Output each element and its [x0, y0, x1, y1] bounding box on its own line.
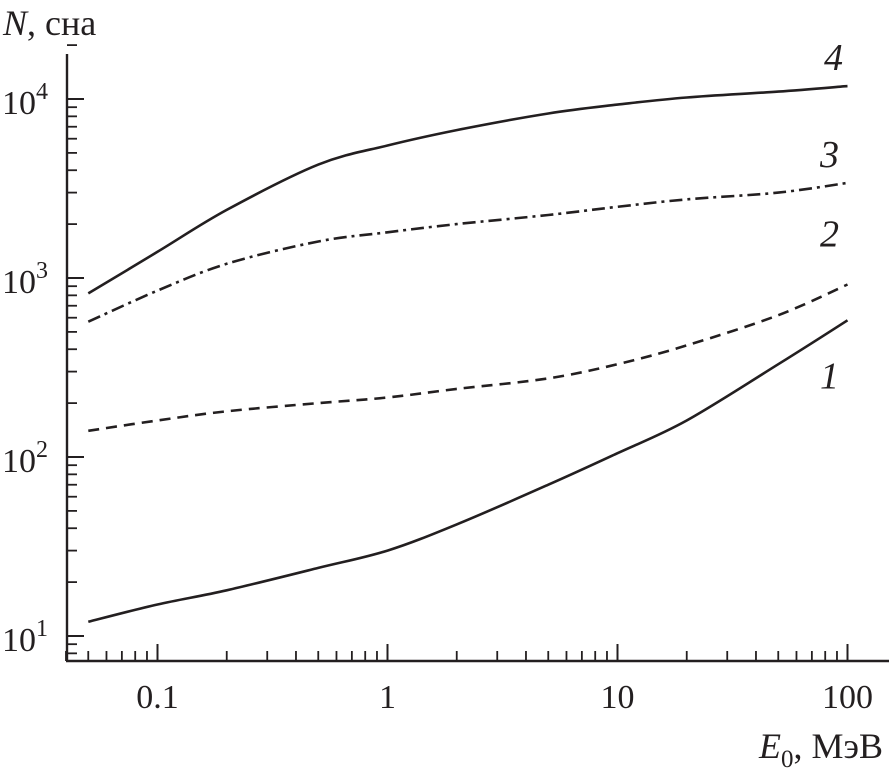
x-tick-label: 1: [379, 679, 396, 716]
axes: [65, 54, 889, 663]
y-tick-label: 102: [2, 437, 48, 480]
series-4-line: [87, 84, 848, 295]
x-tick-label: 10: [601, 679, 635, 716]
y-tick-label: 103: [2, 258, 48, 301]
series-2-line: [88, 283, 849, 433]
series-lines: [87, 84, 849, 624]
y-axis-label: N, сна: [2, 3, 96, 43]
series-1-line: [87, 319, 849, 624]
series-4-label: 4: [824, 37, 843, 79]
x-tick-label: 100: [822, 679, 873, 716]
series-labels: 1 2 3 4: [819, 37, 843, 397]
series-2-label: 2: [820, 213, 839, 255]
series-3-line: [87, 181, 848, 323]
y-tick-label: 104: [2, 79, 48, 122]
series-1-label: 1: [820, 355, 839, 397]
y-tick-label: 101: [2, 616, 48, 659]
x-axis-label: E0, МэВ: [758, 726, 883, 773]
tick-labels: 0.1 1 10 100 101 102 103 104: [2, 79, 873, 716]
series-3-label: 3: [819, 134, 839, 176]
x-tick-label: 0.1: [136, 679, 179, 716]
ticks: [65, 44, 849, 661]
